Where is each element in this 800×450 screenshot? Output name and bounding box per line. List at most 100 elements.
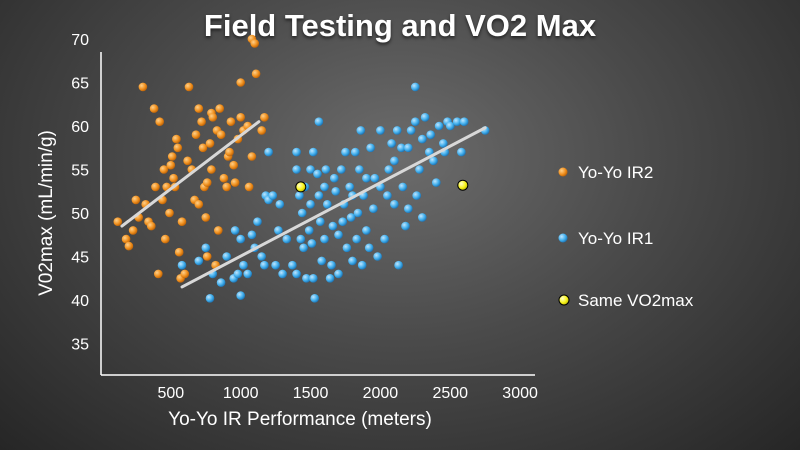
yoyo-ir1-point (309, 147, 318, 157)
yoyo-ir1-point (264, 147, 273, 157)
yoyo-ir2-point (219, 173, 229, 183)
yoyo-ir1-point (314, 191, 324, 200)
yoyo-ir2-point (216, 130, 226, 139)
yoyo-ir2-point (201, 213, 211, 222)
yoyo-ir1-point (404, 143, 413, 153)
x-axis-label: Yo-Yo IR Performance (meters) (168, 409, 432, 430)
yoyo-ir1-point (304, 226, 314, 235)
x-tick-label: 2000 (363, 385, 399, 402)
yoyo-ir1-point (418, 134, 427, 144)
yoyo-ir1-point (457, 147, 466, 157)
yoyo-ir1-point (394, 260, 403, 270)
yoyo-ir1-point (412, 191, 422, 200)
yoyo-ir2-point (149, 104, 159, 113)
yoyo-ir2-point (236, 113, 245, 122)
yoyo-ir2-point (247, 152, 257, 161)
yoyo-ir1-point (404, 204, 413, 213)
trendline-yoyo-ir2 (120, 120, 261, 228)
yoyo-ir1-point (310, 294, 320, 303)
yoyo-ir1-point (348, 256, 357, 266)
yoyo-ir1-point (459, 117, 469, 126)
legend-marker-yoyo-ir2 (558, 167, 568, 177)
legend-label-same-vo2max: Same VO2max (578, 291, 694, 310)
x-tick-label: 1000 (223, 385, 259, 402)
yoyo-ir2-point (169, 173, 178, 183)
yoyo-ir1-point (292, 269, 301, 279)
yoyo-ir1-point (323, 200, 332, 209)
yoyo-ir1-point (222, 252, 231, 261)
yoyo-ir2-point (161, 234, 170, 244)
yoyo-ir1-point (362, 173, 371, 183)
yoyo-ir2-point (166, 160, 176, 170)
legend-label-yoyo-ir1: Yo-Yo IR1 (578, 229, 653, 248)
x-tick-label: 3000 (502, 385, 538, 402)
x-tick-labels: 500 1000 1500 2000 2500 3000 (157, 385, 537, 402)
yoyo-ir1-point (376, 126, 385, 135)
yoyo-ir1-point (194, 256, 204, 266)
yoyo-ir2-point (124, 241, 134, 251)
yoyo-ir1-point (345, 182, 355, 192)
yoyo-ir1-point (357, 260, 367, 270)
yoyo-ir1-point (425, 147, 434, 157)
yoyo-ir2-point (159, 165, 169, 174)
yoyo-ir1-point (321, 165, 331, 174)
yoyo-ir2-point (207, 165, 216, 174)
yoyo-ir1-point (316, 217, 325, 226)
yoyo-ir1-point (278, 269, 287, 279)
yoyo-ir2-point (147, 221, 156, 231)
data-points (113, 34, 490, 303)
yoyo-ir2-point (197, 117, 206, 126)
chart-title: Field Testing and VO2 Max (203, 8, 597, 43)
yoyo-ir1-point (353, 208, 363, 218)
yoyo-ir1-point (282, 234, 292, 244)
yoyo-ir1-point (297, 208, 307, 218)
yoyo-ir1-point (253, 217, 262, 226)
yoyo-ir1-point (411, 117, 420, 126)
yoyo-ir2-point (251, 69, 261, 79)
yoyo-ir1-point (370, 173, 380, 183)
yoyo-ir1-point (390, 200, 399, 209)
yoyo-ir1-point (309, 274, 318, 283)
yoyo-ir1-point (397, 143, 406, 153)
yoyo-ir1-point (351, 147, 360, 157)
y-tick-label: 65 (71, 76, 89, 93)
yoyo-ir2-point (172, 134, 181, 144)
yoyo-ir2-point (121, 234, 131, 244)
yoyo-ir1-point (334, 230, 343, 240)
y-tick-label: 35 (71, 337, 89, 354)
yoyo-ir1-point (334, 269, 343, 279)
yoyo-ir2-point (194, 200, 204, 209)
trendline-yoyo-ir1 (180, 126, 487, 289)
yoyo-ir2-point (230, 178, 240, 187)
yoyo-ir1-point (177, 260, 187, 270)
yoyo-ir2-point (214, 226, 223, 235)
yoyo-ir2-point (229, 160, 238, 170)
yoyo-ir1-point (201, 243, 211, 253)
yoyo-ir1-point (380, 234, 389, 244)
x-tick-label: 2500 (432, 385, 468, 402)
yoyo-ir1-point (230, 226, 240, 235)
yoyo-ir1-point (216, 278, 226, 287)
yoyo-ir1-point (331, 187, 341, 196)
yoyo-ir1-point (415, 165, 424, 174)
y-tick-label: 45 (71, 250, 89, 267)
yoyo-ir1-point (452, 117, 462, 126)
yoyo-ir2-point (202, 252, 212, 261)
yoyo-ir1-point (268, 191, 278, 200)
yoyo-ir1-point (432, 178, 441, 187)
yoyo-ir1-point (325, 274, 335, 283)
yoyo-ir2-point (260, 113, 269, 122)
yoyo-ir1-point (418, 213, 427, 222)
yoyo-ir1-point (328, 221, 338, 231)
yoyo-ir1-point (364, 243, 374, 253)
yoyo-ir1-point (320, 182, 329, 192)
yoyo-ir1-point (446, 121, 455, 131)
yoyo-ir1-point (205, 294, 215, 303)
yoyo-ir1-point (292, 147, 301, 157)
same-vo2max-point (457, 179, 469, 191)
yoyo-ir1-point (271, 260, 280, 270)
yoyo-ir1-point (384, 165, 394, 174)
yoyo-ir2-point (183, 156, 192, 166)
yoyo-ir1-point (362, 226, 371, 235)
legend-marker-same-vo2max (558, 294, 570, 306)
